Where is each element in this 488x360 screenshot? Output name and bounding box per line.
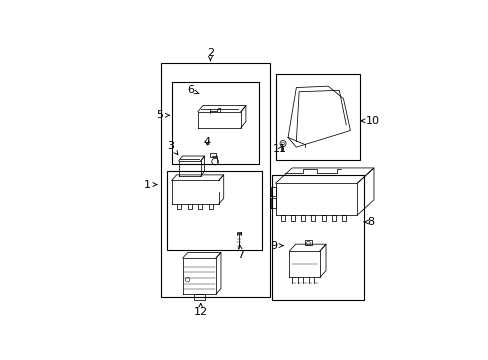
Text: 5: 5 [156,110,169,120]
Text: 4: 4 [203,136,210,147]
Bar [194,293,204,300]
Text: 1: 1 [143,180,157,190]
Text: 11: 11 [273,144,286,154]
Bar [305,240,311,245]
Text: 6: 6 [186,85,199,95]
Text: 2: 2 [206,48,214,61]
Text: 7: 7 [237,245,244,260]
Text: 9: 9 [270,240,283,251]
Text: 12: 12 [193,303,207,317]
Text: 3: 3 [167,141,178,155]
Bar [160,63,269,297]
Bar [210,153,216,157]
Text: 10: 10 [360,116,379,126]
Bar [272,175,363,300]
Bar [167,171,261,250]
Text: 8: 8 [364,217,373,227]
Bar [275,74,359,159]
Bar [171,82,259,164]
